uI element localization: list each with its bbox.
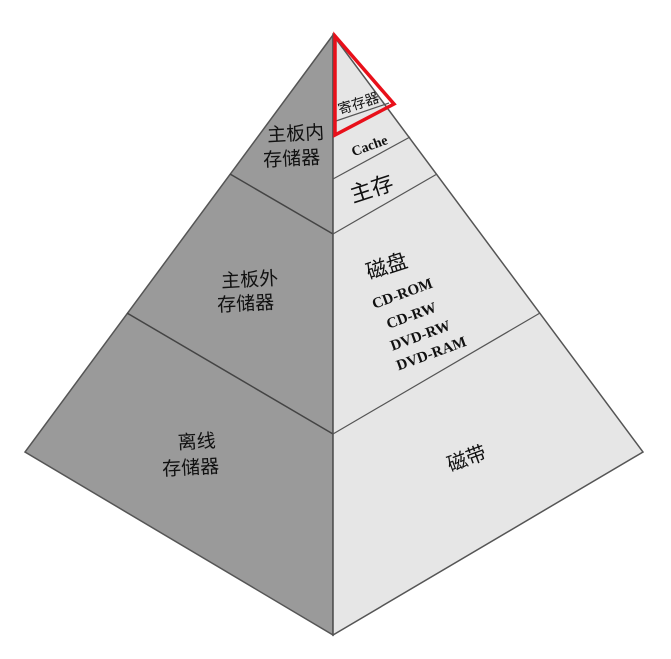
- left-tier3-line2: 存储器: [162, 456, 220, 481]
- register-highlight-triangle: [333, 31, 397, 138]
- left-divider-1: [229, 173, 334, 235]
- left-tier1-line2: 存储器: [263, 147, 321, 172]
- left-tier3-line1: 离线: [177, 430, 216, 454]
- right-divider-cache: [332, 136, 411, 180]
- right-divider-disk: [332, 312, 541, 435]
- left-tier1-line1: 主板内: [267, 122, 325, 147]
- left-tier2-line2: 存储器: [217, 292, 275, 317]
- right-divider-register: [332, 102, 390, 123]
- left-tier2-line1: 主板外: [221, 268, 279, 293]
- pyramid-right-face: [332, 32, 645, 637]
- right-divider-main: [332, 173, 438, 235]
- left-divider-2: [126, 312, 334, 435]
